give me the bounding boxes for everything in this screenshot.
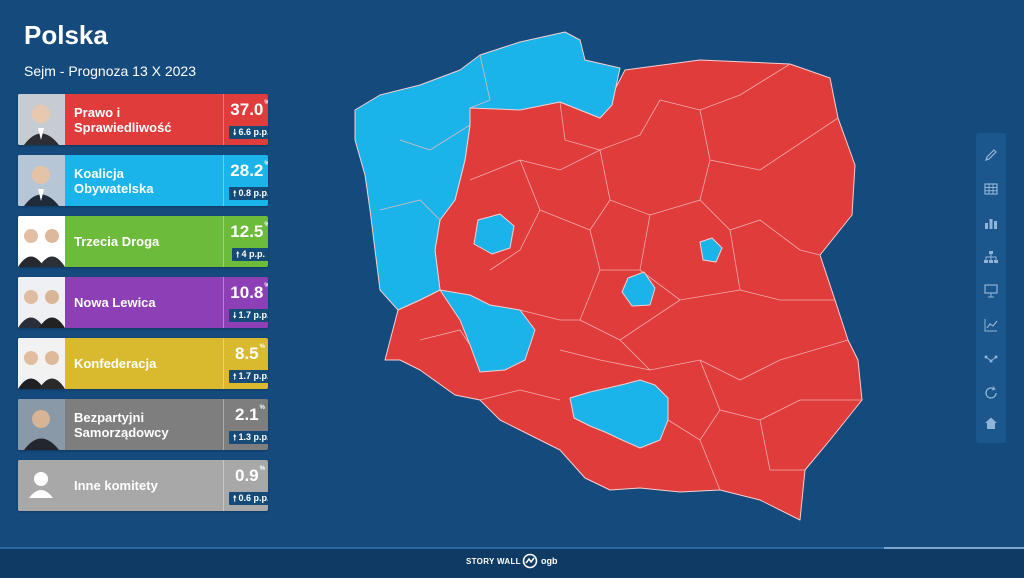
party-percent: 0.9% (235, 466, 265, 485)
line-chart-icon[interactable] (983, 317, 999, 333)
arrow-up-icon: 🠕 (233, 189, 237, 198)
party-card-inne[interactable]: Inne komitety 0.9% 🠕 0.6 p.p. (18, 460, 268, 511)
party-name: Inne komitety (74, 478, 158, 493)
presentation-icon[interactable] (983, 283, 999, 299)
party-leader-avatar (18, 94, 65, 145)
bar-chart-icon[interactable] (983, 215, 999, 231)
party-percent: 12.5% (230, 222, 268, 241)
party-percent: 2.1% (235, 405, 265, 424)
party-delta-badge: 🠕 0.8 p.p. (229, 187, 268, 200)
party-delta-badge: 🠗 6.6 p.p. (229, 126, 268, 139)
party-leader-avatar (18, 399, 65, 450)
arrow-up-icon: 🠕 (233, 433, 237, 442)
party-leader-avatar (18, 155, 65, 206)
party-percent: 8.5% (235, 344, 265, 363)
region-ko-lodz[interactable] (621, 271, 656, 307)
party-leader-avatar (18, 277, 65, 328)
user-placeholder-icon (18, 460, 65, 511)
arrow-up-icon: 🠕 (233, 494, 237, 503)
party-delta-badge: 🠕 0.6 p.p. (229, 492, 268, 505)
party-delta-badge: 🠕 1.3 p.p. (229, 431, 268, 444)
table-icon[interactable] (983, 181, 999, 197)
footer-bar (0, 547, 1024, 578)
region-ko-warszawa[interactable] (699, 237, 723, 263)
party-percent: 28.2% (230, 161, 268, 180)
party-name: Konfederacja (74, 356, 157, 371)
party-percent: 37.0% (230, 100, 268, 119)
party-card-nowa-lewica[interactable]: Nowa Lewica 10.8% 🠗1.7 p.p. (18, 277, 268, 328)
party-leader-avatar (18, 338, 65, 389)
hierarchy-icon[interactable] (983, 249, 999, 265)
party-leader-avatar (18, 216, 65, 267)
page-title: Polska (24, 20, 108, 50)
party-name: Koalicja Obywatelska (74, 165, 154, 196)
party-card-bezpartyjni[interactable]: Bezpartyjni Samorządowcy 2.1% 🠕 1.3 p.p. (18, 399, 268, 450)
footer-brand: ogb (541, 556, 558, 566)
party-name: Nowa Lewica (74, 295, 156, 310)
party-card-trzecia-droga[interactable]: Trzecia Droga 12.5% 🠕4 p.p. (18, 216, 268, 267)
party-delta-badge: 🠗 1.7 p.p. (229, 309, 268, 322)
refresh-icon[interactable] (983, 385, 999, 401)
party-name: Bezpartyjni Samorządowcy (74, 409, 169, 440)
network-icon[interactable] (983, 351, 999, 367)
party-name: Prawo i Sprawiedliwość (74, 104, 172, 135)
arrow-up-icon: 🠕 (233, 372, 237, 381)
arrow-down-icon: 🠗 (233, 128, 237, 137)
party-name: Trzecia Droga (74, 234, 160, 249)
party-delta-badge: 🠕 1.7 p.p. (229, 370, 268, 383)
home-icon[interactable] (983, 415, 999, 431)
party-percent: 10.8% (230, 283, 268, 302)
arrow-up-icon: 🠕 (236, 250, 240, 259)
arrow-down-icon: 🠗 (233, 311, 237, 320)
ogb-logo-icon (522, 553, 538, 569)
party-card-konfederacja[interactable]: Konfederacja 8.5% 🠕 1.7 p.p. (18, 338, 268, 389)
page-subtitle: Sejm - Prognoza 13 X 2023 (24, 63, 196, 79)
footer-label: STORY WALL (466, 557, 521, 566)
region-ko-poznan[interactable] (473, 213, 515, 255)
party-delta-badge: 🠕 4 p.p. (232, 248, 268, 261)
side-toolbar (976, 133, 1006, 443)
progress-indicator (884, 547, 1024, 549)
region-ko-west[interactable] (439, 289, 536, 373)
pen-icon[interactable] (983, 147, 999, 163)
